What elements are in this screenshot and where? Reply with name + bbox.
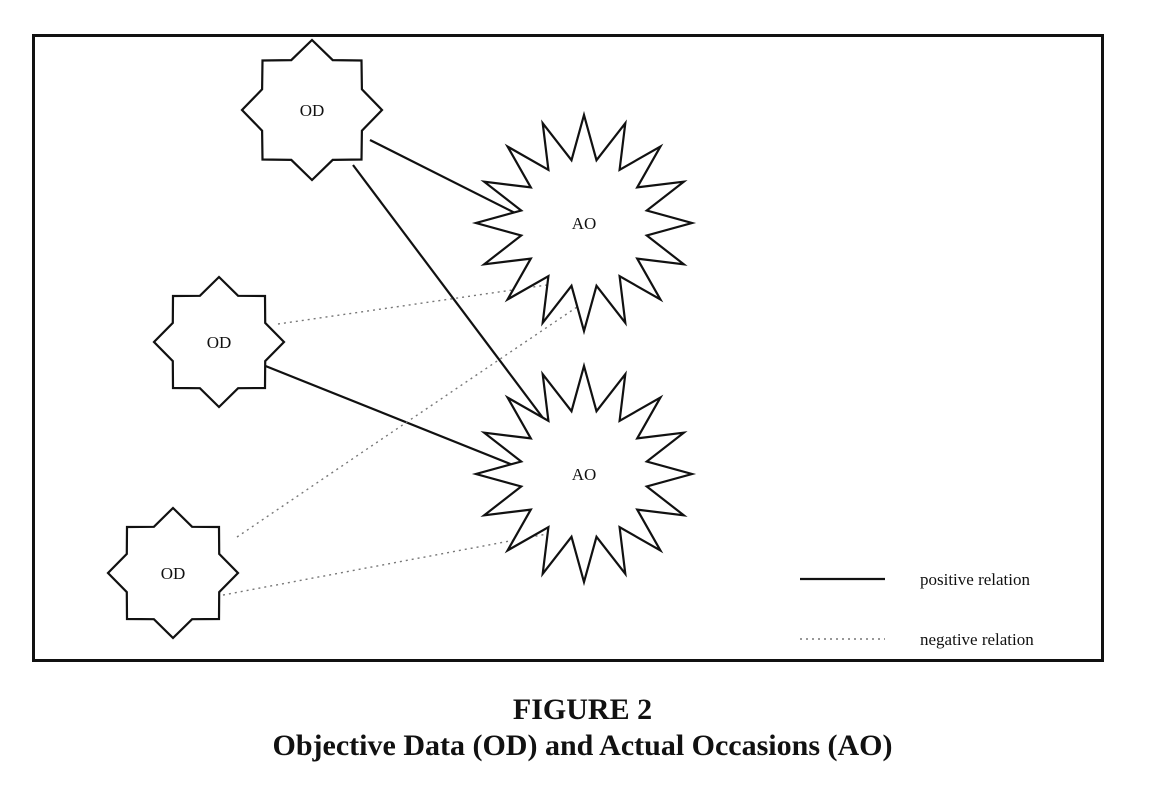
diagram-canvas: OD OD OD AO AO positive relation negative re…	[106, 38, 1034, 649]
node-label-ao1: AO	[572, 214, 597, 233]
node-od3: OD	[106, 506, 240, 640]
objective-data-star-od2	[152, 275, 286, 409]
edge-negative-od2-ao1	[277, 284, 548, 325]
edge-negative-od3-ao1	[236, 306, 578, 538]
objective-data-star-od3	[106, 506, 240, 640]
node-ao1: AO	[471, 110, 697, 336]
node-label-od3: OD	[161, 564, 186, 583]
nodes-layer: OD OD OD AO AO	[106, 38, 697, 640]
legend: positive relation negative relation	[800, 570, 1034, 649]
node-label-ao2: AO	[572, 465, 597, 484]
actual-occasion-burst-ao2	[471, 361, 697, 587]
node-label-od2: OD	[207, 333, 232, 352]
objective-data-star-od1	[240, 38, 384, 182]
node-od2: OD	[152, 275, 286, 409]
node-label-od1: OD	[300, 101, 325, 120]
edge-positive-od1-ao1	[369, 139, 524, 218]
figure-caption: FIGURE 2 Objective Data (OD) and Actual …	[0, 692, 1165, 764]
edge-positive-od1-ao2	[352, 164, 571, 455]
edge-positive-od2-ao2	[262, 363, 524, 471]
figure-number: FIGURE 2	[512, 693, 653, 726]
node-ao2: AO	[471, 361, 697, 587]
legend-positive-label: positive relation	[920, 570, 1031, 589]
legend-negative-label: negative relation	[920, 630, 1034, 649]
figure-frame: OD OD OD AO AO positive relation negative re…	[32, 34, 1104, 662]
actual-occasion-burst-ao1	[471, 110, 697, 336]
edge-negative-od3-ao2	[222, 533, 548, 596]
figure-title: Objective Data (OD) and Actual Occasions…	[272, 729, 893, 762]
node-od1: OD	[240, 38, 384, 182]
edges-layer	[222, 139, 578, 596]
